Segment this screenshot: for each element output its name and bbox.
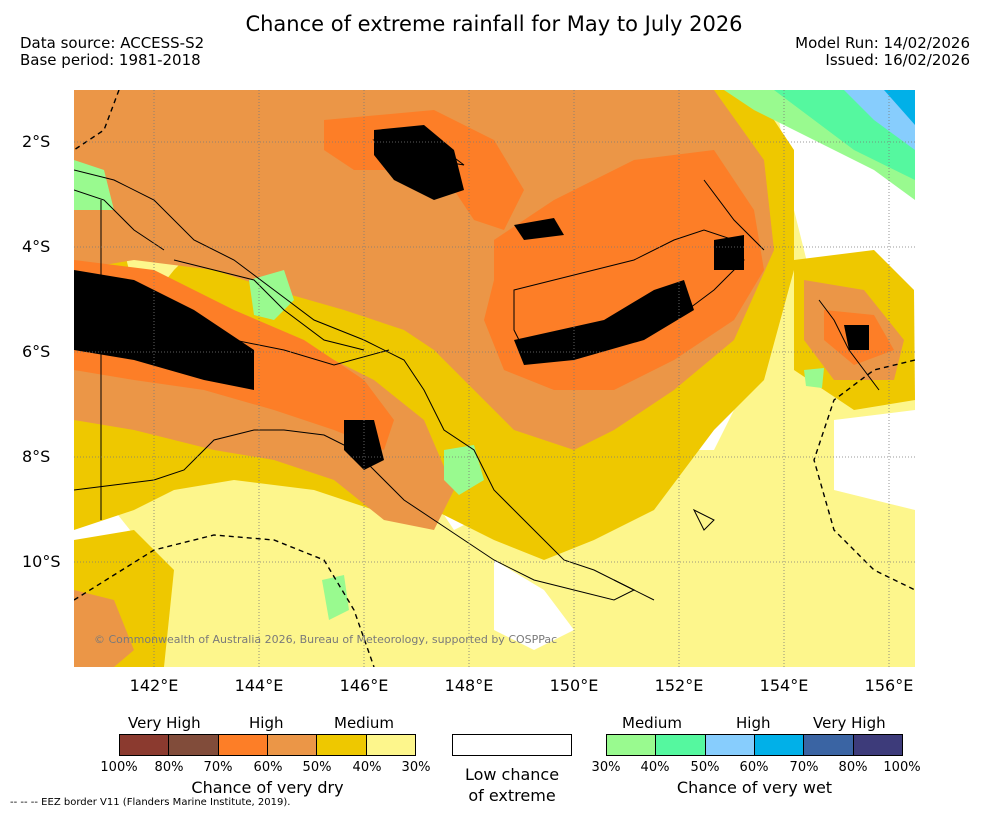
wet-tick-80: 80%: [838, 760, 868, 775]
coastlines: [74, 134, 880, 601]
dry-tick-30: 30%: [401, 760, 431, 775]
dry-category-high: High: [249, 714, 284, 732]
dry-swatch-80-70: [169, 735, 219, 755]
wet-tick-60: 60%: [739, 760, 769, 775]
wet-category-very-high: Very High: [813, 714, 886, 732]
data-source-block: Data source: ACCESS-S2 Base period: 1981…: [20, 35, 204, 69]
wet-30-south: [322, 575, 349, 620]
wet-tick-40: 40%: [640, 760, 670, 775]
dry-tick-60: 60%: [253, 760, 283, 775]
dry-swatch-100-80: [120, 735, 170, 755]
wet-tick-100: 100%: [883, 760, 921, 775]
dry-80-north: [374, 125, 464, 200]
wet-legend-title: Chance of very wet: [676, 778, 833, 797]
dry-swatch-60-50: [267, 735, 318, 755]
dry-80-newbritain: [514, 280, 694, 365]
copyright-notice: © Commonwealth of Australia 2026, Bureau…: [94, 633, 558, 646]
borders: [100, 200, 390, 520]
lat-tick-4s: 4°S: [22, 237, 51, 256]
dry-80-spot-4: [844, 325, 869, 350]
dry-swatch-70-60: [218, 735, 268, 755]
dry-tick-80: 80%: [154, 760, 184, 775]
lon-tick-154e: 154°E: [759, 676, 809, 695]
rainfall-map: [74, 90, 915, 667]
dry-tick-100: 100%: [100, 760, 138, 775]
dry-category-medium: Medium: [334, 714, 394, 732]
wet-30-lae: [444, 445, 484, 495]
eez-border-note: -- -- -- EEZ border V11 (Flanders Marine…: [10, 797, 291, 808]
lon-tick-152e: 152°E: [654, 676, 704, 695]
dry-tick-50: 50%: [302, 760, 332, 775]
wet-30-highlands: [249, 270, 294, 320]
dry-tick-70: 70%: [203, 760, 233, 775]
wet-swatch-60-70: [754, 735, 805, 755]
lat-tick-8s: 8°S: [22, 447, 51, 466]
dry-legend-title: Chance of very dry: [191, 778, 344, 797]
lon-tick-144e: 144°E: [234, 676, 284, 695]
lon-tick-150e: 150°E: [549, 676, 599, 695]
wet-50-northeast: [844, 90, 915, 150]
wet-60-northeast: [884, 90, 915, 125]
low-chance-title: Low chance of extreme: [432, 764, 592, 806]
dry-80-spot-2: [714, 235, 744, 270]
low-chance-title-line1: Low chance: [464, 765, 560, 784]
dry-80-png: [74, 270, 254, 390]
dry-swatch-50-40: [317, 735, 367, 755]
dry-colorbar: [119, 734, 416, 756]
low-chance-swatch: [452, 734, 572, 756]
dry-60-southwest: [74, 590, 134, 667]
wet-tick-70: 70%: [789, 760, 819, 775]
dry-category-very-high: Very High: [128, 714, 201, 732]
lat-tick-6s: 6°S: [22, 342, 51, 361]
lon-tick-148e: 148°E: [444, 676, 494, 695]
wet-swatch-70-80: [804, 735, 854, 755]
lon-tick-156e: 156°E: [864, 676, 914, 695]
wet-category-medium: Medium: [622, 714, 682, 732]
lat-tick-10s: 10°S: [22, 552, 61, 571]
graticule: [74, 90, 915, 667]
wet-30-east: [804, 368, 824, 388]
wet-tick-50: 50%: [690, 760, 720, 775]
dry-tick-40: 40%: [352, 760, 382, 775]
lon-tick-146e: 146°E: [339, 676, 389, 695]
wet-category-high: High: [736, 714, 771, 732]
model-run: Model Run: 14/02/2026: [795, 34, 970, 52]
dry-70-newbritain: [484, 150, 764, 390]
dry-80-spot-1: [514, 218, 564, 240]
wet-swatch-80-100: [853, 735, 902, 755]
data-source: Data source: ACCESS-S2: [20, 34, 205, 52]
lat-tick-2s: 2°S: [22, 132, 51, 151]
base-period: Base period: 1981-2018: [20, 51, 201, 69]
model-run-block: Model Run: 14/02/2026 Issued: 16/02/2026: [795, 35, 970, 69]
lon-tick-142e: 142°E: [129, 676, 179, 695]
wet-swatch-30-40: [607, 735, 657, 755]
wet-swatch-50-60: [705, 735, 755, 755]
low-chance-title-line2: of extreme: [468, 786, 556, 805]
wet-colorbar: [606, 734, 903, 756]
dry-swatch-40-30: [366, 735, 415, 755]
wet-swatch-40-50: [656, 735, 706, 755]
chart-title: Chance of extreme rainfall for May to Ju…: [245, 12, 743, 36]
wet-tick-30: 30%: [591, 760, 621, 775]
issued-date: Issued: 16/02/2026: [825, 51, 970, 69]
